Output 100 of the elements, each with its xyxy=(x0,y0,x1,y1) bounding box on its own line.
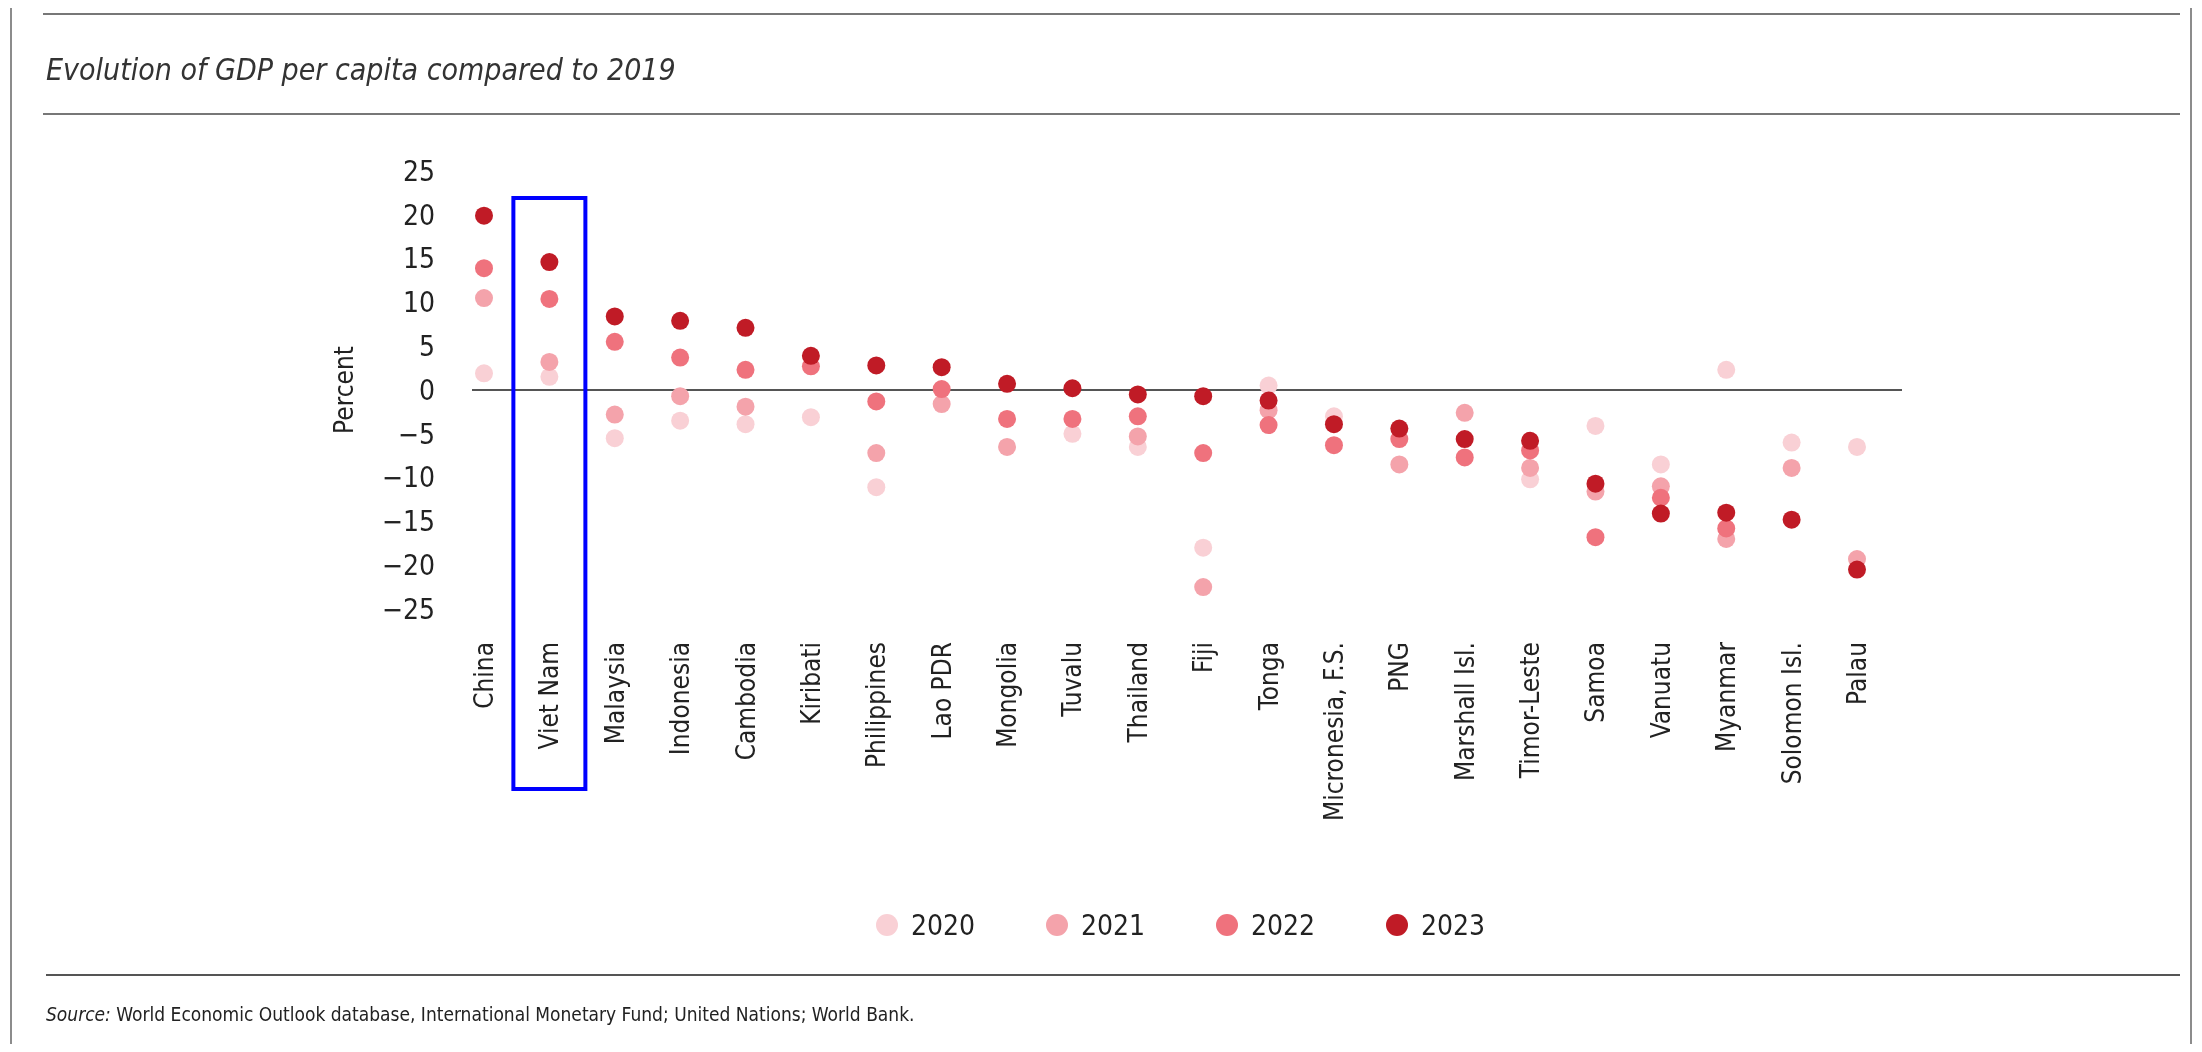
point xyxy=(605,332,624,351)
point xyxy=(540,367,559,386)
point xyxy=(605,307,624,326)
point xyxy=(1455,430,1474,449)
source-note: Source: World Economic Outlook database, International Monetary Fund; United Nations; World Bank. xyxy=(46,1003,915,1025)
x-tick-label: Cambodia xyxy=(730,642,761,761)
point xyxy=(1651,504,1670,523)
point xyxy=(1586,416,1605,435)
x-tick-label: Indonesia xyxy=(665,642,696,756)
point xyxy=(1848,437,1866,456)
x-tick-label: China xyxy=(469,642,499,709)
point xyxy=(801,346,820,365)
x-tick-label: Myanmar xyxy=(1711,641,1742,752)
point xyxy=(932,395,951,414)
point xyxy=(605,429,624,448)
point xyxy=(1194,578,1213,597)
point xyxy=(867,444,886,463)
y-tick-label: −15 xyxy=(381,505,435,539)
x-tick-label: Vanuatu xyxy=(1645,642,1676,739)
point xyxy=(671,387,690,406)
x-tick-label: Samoa xyxy=(1580,642,1611,723)
point xyxy=(1782,433,1801,452)
point xyxy=(605,405,624,424)
point xyxy=(1586,528,1605,547)
point xyxy=(1259,391,1278,410)
y-tick-label: 15 xyxy=(402,242,435,276)
point xyxy=(1063,409,1082,428)
point xyxy=(1455,403,1474,422)
x-tick-label: Palau xyxy=(1842,642,1872,705)
x-tick-label: Malaysia xyxy=(599,642,630,745)
point xyxy=(1324,415,1343,434)
y-tick-label: −5 xyxy=(397,417,435,451)
legend-label: 2022 xyxy=(1251,908,1316,942)
x-tick-label: Mongolia xyxy=(992,642,1023,748)
x-tick-label: Micronesia, F.S. xyxy=(1318,642,1349,821)
point xyxy=(867,392,886,411)
y-tick-label: −10 xyxy=(381,461,435,495)
x-tick-label: Timor-Leste xyxy=(1515,642,1546,780)
point xyxy=(1521,431,1540,450)
point xyxy=(475,364,493,383)
point xyxy=(1194,444,1213,463)
point xyxy=(1521,458,1540,477)
point xyxy=(867,356,886,375)
point xyxy=(998,374,1017,393)
point xyxy=(1717,360,1736,379)
point xyxy=(1848,560,1866,579)
x-tick-label: Fiji xyxy=(1188,642,1219,674)
point xyxy=(1717,503,1736,522)
x-tick-label: Kiribati xyxy=(795,642,826,725)
legend-label: 2021 xyxy=(1081,908,1146,942)
x-tick-label: Tuvalu xyxy=(1057,642,1088,718)
point xyxy=(540,289,559,308)
point xyxy=(1390,419,1409,438)
point xyxy=(736,360,755,379)
y-tick-label: 5 xyxy=(418,330,435,363)
point xyxy=(932,358,951,377)
point xyxy=(1259,376,1278,395)
chart-title: Evolution of GDP per capita compared to 2019 xyxy=(46,52,676,87)
y-tick-label: 25 xyxy=(402,154,435,188)
point xyxy=(1455,448,1474,467)
y-tick-label: −25 xyxy=(381,592,435,626)
x-tick-label: Solomon Isl. xyxy=(1776,642,1807,785)
point xyxy=(932,380,951,399)
point xyxy=(475,259,493,278)
x-tick-label: Marshall Isl. xyxy=(1449,642,1480,781)
point xyxy=(671,411,690,430)
x-tick-label: Thailand xyxy=(1122,642,1153,744)
point xyxy=(1390,455,1409,474)
point xyxy=(1128,427,1147,446)
x-tick-label: Viet Nam xyxy=(534,642,565,750)
point xyxy=(1717,519,1736,538)
y-tick-label: 10 xyxy=(402,286,435,320)
legend-label: 2023 xyxy=(1421,908,1486,942)
y-tick-label: −20 xyxy=(381,549,435,582)
legend-label: 2020 xyxy=(911,908,976,942)
point xyxy=(1259,416,1278,435)
point xyxy=(736,415,755,434)
y-tick-label: 20 xyxy=(402,198,435,232)
x-tick-label: Philippines xyxy=(861,642,892,769)
point xyxy=(1194,538,1213,557)
y-tick-label: 0 xyxy=(418,373,435,407)
point xyxy=(1586,474,1605,493)
point xyxy=(867,478,886,497)
point xyxy=(736,397,755,416)
point xyxy=(1063,379,1082,398)
point xyxy=(998,437,1017,456)
point xyxy=(671,348,690,367)
x-tick-label: Lao PDR xyxy=(926,642,957,740)
point xyxy=(475,206,493,225)
y-axis-title: Percent xyxy=(329,346,359,434)
point xyxy=(1782,458,1801,477)
point xyxy=(1651,488,1670,507)
x-tick-label: PNG xyxy=(1384,642,1415,692)
x-tick-label: Tonga xyxy=(1253,642,1284,712)
point xyxy=(736,318,755,337)
point xyxy=(1651,455,1670,474)
point xyxy=(998,409,1017,428)
point xyxy=(801,408,820,427)
point xyxy=(1128,407,1147,426)
point xyxy=(1128,385,1147,404)
